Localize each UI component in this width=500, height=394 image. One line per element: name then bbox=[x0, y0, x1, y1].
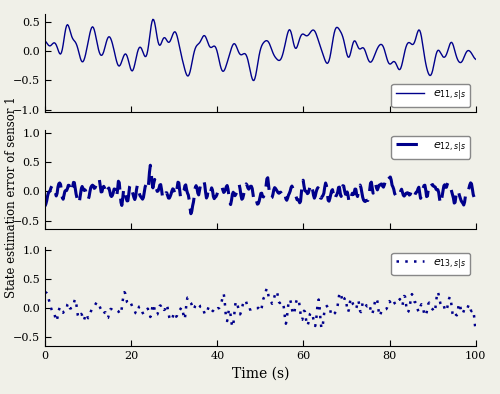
Text: State estimation error of sensor 1: State estimation error of sensor 1 bbox=[5, 96, 18, 298]
Legend: $e_{11,s|s}$: $e_{11,s|s}$ bbox=[392, 84, 470, 107]
Legend: $e_{12,s|s}$: $e_{12,s|s}$ bbox=[392, 136, 470, 158]
Legend: $e_{13,s|s}$: $e_{13,s|s}$ bbox=[392, 253, 470, 275]
X-axis label: Time (s): Time (s) bbox=[232, 366, 289, 381]
